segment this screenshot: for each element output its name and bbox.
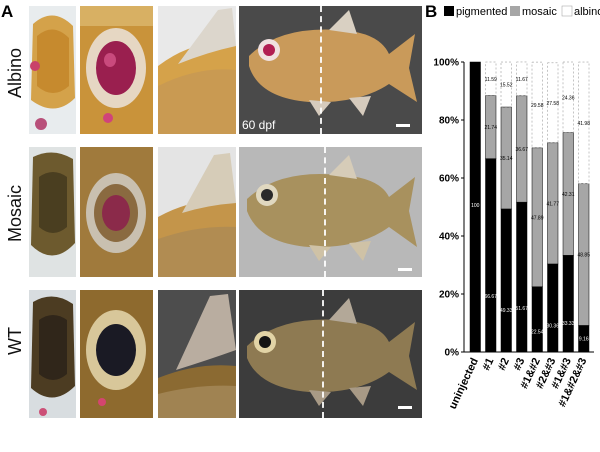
mosaic-midline-marker xyxy=(324,147,326,277)
y-tick-label: 0% xyxy=(445,348,460,359)
bar-pigmented-4 xyxy=(531,286,543,353)
x-tick-label: #2 xyxy=(496,356,512,372)
mosaic-eye-photo xyxy=(80,147,153,277)
chart-legend: pigmented mosaic albino xyxy=(444,5,600,18)
value-label: 9.16 xyxy=(579,337,589,343)
value-label: 27.58 xyxy=(546,101,559,107)
value-label: 41.98 xyxy=(577,121,590,127)
legend-label-albino: albino xyxy=(574,6,600,18)
value-label: 35.14 xyxy=(500,156,513,162)
mosaic-head-photo xyxy=(29,147,76,277)
value-label: 22.54 xyxy=(531,330,544,336)
albino-fin-photo xyxy=(158,6,236,134)
y-tick-label: 60% xyxy=(439,174,459,185)
value-label: 51.67 xyxy=(515,306,528,312)
bar-pigmented-1 xyxy=(485,158,497,353)
mosaic-scale-bar xyxy=(398,268,412,271)
legend-swatch-albino xyxy=(561,5,573,17)
legend-swatch-pigmented xyxy=(444,6,454,16)
y-tick-label: 80% xyxy=(439,116,459,127)
bar-albino-5 xyxy=(547,62,559,144)
bar-albino-4 xyxy=(531,61,543,149)
row-label-mosaic: Mosaic xyxy=(5,184,25,242)
value-label: 11.59 xyxy=(485,77,497,83)
albino-scale-bar xyxy=(396,124,410,127)
legend-label-mosaic: mosaic xyxy=(522,6,557,18)
y-tick-label: 40% xyxy=(439,232,459,243)
albino-fish-photo xyxy=(239,6,422,134)
bar-albino-3 xyxy=(516,61,528,97)
value-label: 21.74 xyxy=(484,125,497,131)
wt-fish-photo xyxy=(239,290,422,418)
bar-pigmented-2 xyxy=(500,208,512,353)
value-label: 49.33 xyxy=(500,308,513,314)
wt-midline-marker xyxy=(322,290,324,418)
legend-swatch-mosaic xyxy=(510,6,520,16)
value-label: 33.33 xyxy=(562,321,575,327)
x-tick-label: #3 xyxy=(511,356,527,372)
bar-pigmented-3 xyxy=(516,201,528,353)
bars: 100 66.67 21.74 11.59 49.33 35.14 15.52 51.67 36… xyxy=(469,61,590,353)
bar-mosaic-5 xyxy=(547,142,559,265)
albino-midline-marker xyxy=(320,6,322,134)
value-label: 41.77 xyxy=(546,201,559,207)
value-label: 42.31 xyxy=(562,192,575,198)
value-label: 24.36 xyxy=(562,95,575,101)
value-label: 30.36 xyxy=(546,323,559,329)
value-label: 15.52 xyxy=(500,83,513,89)
panel-b-label: B xyxy=(425,2,438,21)
row-label-albino: Albino xyxy=(5,47,25,98)
legend-label-pigmented: pigmented xyxy=(456,6,507,18)
bar-pigmented-6 xyxy=(562,255,574,353)
y-tick-label: 20% xyxy=(439,290,459,301)
x-tick-label: uninjected xyxy=(447,356,481,411)
wt-fin-photo xyxy=(158,290,236,418)
value-label: 100 xyxy=(471,203,480,209)
value-label: 36.67 xyxy=(515,147,528,153)
mosaic-fish-photo xyxy=(239,147,422,277)
row-label-wt: WT xyxy=(5,327,25,355)
age-label: 60 dpf xyxy=(242,118,276,132)
value-label: 29.58 xyxy=(531,103,544,109)
bar-albino-6 xyxy=(562,61,574,133)
panel-a-label: A xyxy=(1,2,14,21)
bar-albino-2 xyxy=(500,61,512,108)
x-axis: uninjected #1 #2 #3#1&#2#2&#3#1&#3#1&#2&#3 xyxy=(447,356,590,411)
x-tick-label: #1 xyxy=(480,356,496,372)
value-label: 48.85 xyxy=(577,253,590,259)
bar-pigmented-5 xyxy=(547,263,559,353)
stacked-bar-chart: pigmented mosaic albino 0% 20% 40% 60% 80% 10… xyxy=(433,5,600,411)
y-tick-label: 100% xyxy=(433,58,459,69)
value-label: 47.89 xyxy=(531,215,544,221)
value-label: 11.67 xyxy=(516,77,528,83)
wt-head-photo xyxy=(29,290,76,418)
bar-albino-1 xyxy=(485,61,497,96)
value-label: 66.67 xyxy=(484,294,497,300)
bar-pigmented-0 xyxy=(469,61,481,353)
wt-scale-bar xyxy=(398,406,412,409)
bar-albino-7 xyxy=(578,61,590,185)
albino-head-photo xyxy=(29,6,76,134)
mosaic-fin-photo xyxy=(158,147,236,277)
albino-eye-photo xyxy=(80,6,153,134)
wt-eye-photo xyxy=(80,290,153,418)
bar-mosaic-6 xyxy=(562,132,574,256)
